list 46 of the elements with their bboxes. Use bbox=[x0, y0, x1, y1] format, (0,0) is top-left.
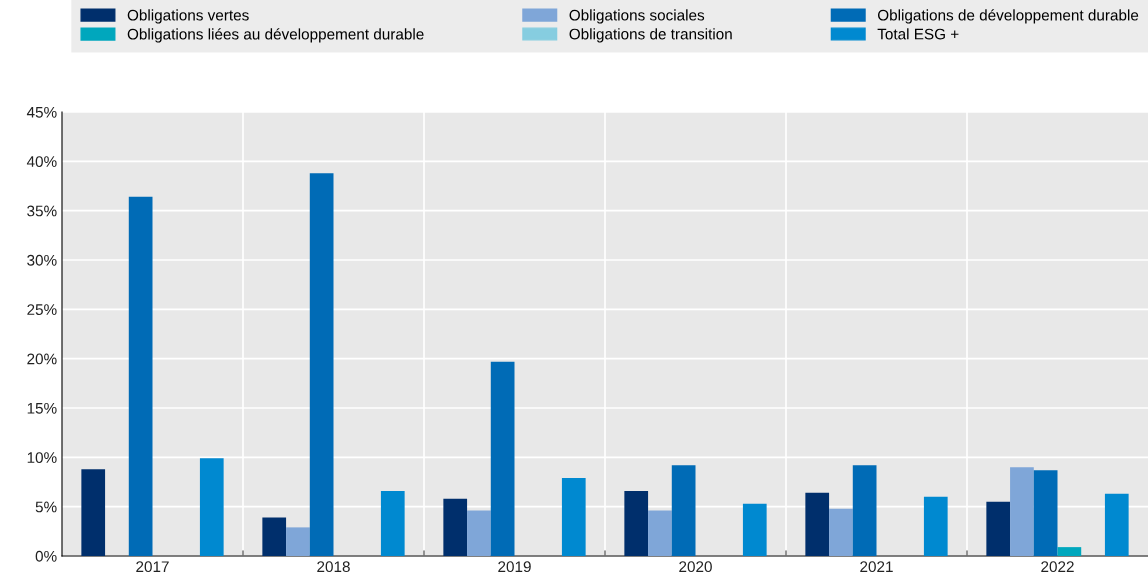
x-tick-label: 2018 bbox=[317, 561, 350, 573]
bar bbox=[648, 510, 672, 556]
y-tick-label: 10% bbox=[27, 452, 57, 464]
y-tick-label: 40% bbox=[26, 156, 57, 168]
legend-label: Obligations vertes bbox=[127, 9, 249, 24]
y-tick-label: 35% bbox=[27, 205, 57, 217]
bar bbox=[624, 490, 649, 556]
bar bbox=[986, 501, 1011, 556]
legend-label: Obligations liées au développement durable bbox=[127, 28, 424, 43]
bar bbox=[286, 527, 310, 556]
y-tick-label: 45% bbox=[26, 106, 57, 118]
x-tick-label: 2017 bbox=[136, 561, 169, 573]
bar bbox=[81, 469, 106, 556]
bar bbox=[1057, 547, 1082, 556]
legend-label: Obligations de développement durable bbox=[877, 9, 1139, 24]
x-tick-label: 2022 bbox=[1041, 561, 1074, 573]
y-tick-label: 0% bbox=[35, 550, 57, 562]
bar bbox=[852, 465, 877, 556]
legend-label: Total ESG + bbox=[877, 28, 959, 40]
bar bbox=[1104, 493, 1129, 556]
legend-label: Obligations de transition bbox=[569, 28, 732, 43]
bar bbox=[923, 496, 948, 556]
bar bbox=[1010, 467, 1034, 556]
bar bbox=[805, 492, 830, 556]
y-tick-label: 30% bbox=[27, 254, 57, 266]
x-tick-label: 2020 bbox=[679, 561, 712, 573]
bar bbox=[829, 508, 853, 556]
legend-label: Obligations sociales bbox=[569, 9, 705, 24]
bar bbox=[742, 503, 767, 556]
bar bbox=[380, 490, 405, 556]
bar bbox=[490, 361, 515, 556]
bar bbox=[671, 465, 696, 556]
y-tick-label: 15% bbox=[27, 402, 57, 414]
x-tick-label: 2021 bbox=[860, 561, 893, 573]
bar bbox=[561, 478, 586, 556]
bar bbox=[443, 498, 468, 556]
y-tick-label: 25% bbox=[27, 304, 57, 316]
bar bbox=[1033, 470, 1058, 556]
bar bbox=[128, 196, 153, 556]
bar bbox=[309, 173, 334, 556]
y-tick-label: 20% bbox=[27, 353, 57, 365]
y-tick-label: 5% bbox=[35, 501, 57, 513]
bar bbox=[262, 517, 287, 556]
bar bbox=[467, 510, 491, 556]
bar bbox=[199, 458, 224, 556]
x-tick-label: 2019 bbox=[498, 561, 531, 573]
